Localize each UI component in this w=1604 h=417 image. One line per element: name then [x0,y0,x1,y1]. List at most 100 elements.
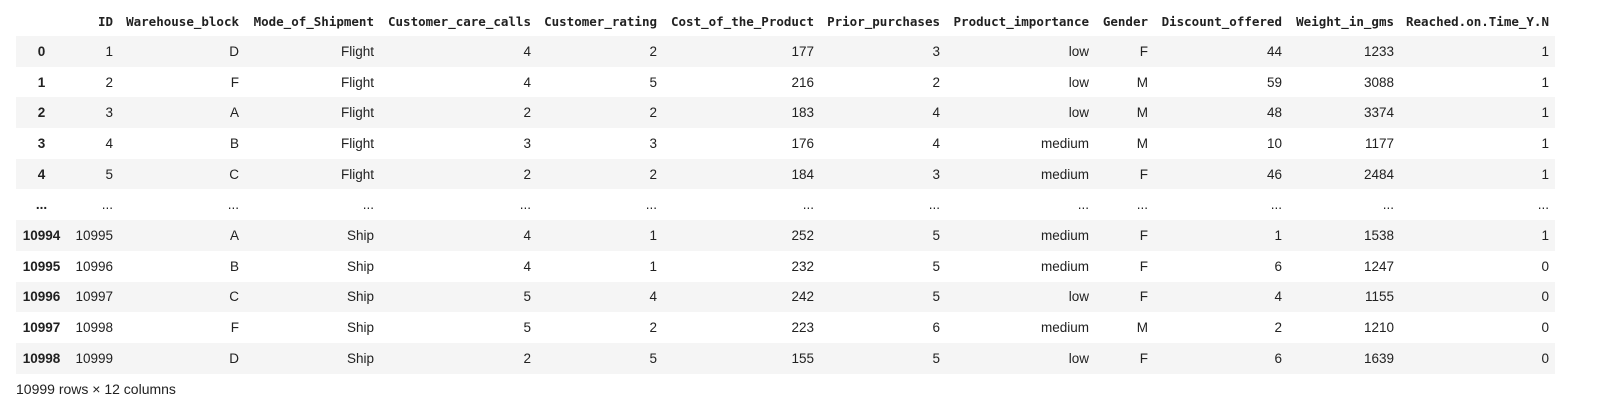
column-header-mode-of-shipment: Mode_of_Shipment [245,8,380,36]
cell-product-importance: low [1068,350,1089,366]
cell-prior-purchases: 5 [932,258,940,274]
cell-weight-in-gms: ... [1382,197,1394,213]
cell-customer-rating: 2 [649,320,657,336]
cell-weight-in-gms: 1155 [1364,289,1394,305]
cell-customer-care-calls: 2 [523,105,531,121]
cell-product-importance: medium [1040,258,1089,274]
cell-warehouse-block: D [229,43,239,59]
table-row: 10998 10999 D Ship 2 5 155 5 low F 6 1639 0 [16,342,1555,374]
cell-warehouse-block: B [229,258,239,274]
cell-gender: M [1136,74,1148,90]
cell-weight-in-gms: 1538 [1363,227,1394,243]
column-header-discount-offered: Discount_offered [1154,8,1288,36]
cell-id: 2 [105,74,113,90]
cell-discount-offered: 59 [1266,74,1282,90]
table-row: 10997 10998 F Ship 5 2 223 6 medium M 2 1210 0 [16,312,1555,343]
cell-cost-of-the-product: 183 [791,105,814,121]
cell-prior-purchases: 5 [932,227,940,243]
table-row: 10994 10995 A Ship 4 1 252 5 medium F 1 1538 1 [16,220,1555,251]
cell-cost-of-the-product: 176 [791,135,814,151]
cell-cost-of-the-product: 184 [791,166,814,182]
cell-customer-care-calls: 5 [523,289,531,305]
cell-warehouse-block: D [229,350,239,366]
cell-customer-rating: 4 [649,289,657,305]
cell-customer-care-calls: 4 [523,227,531,243]
cell-customer-rating: 1 [649,227,657,243]
cell-customer-rating: ... [645,197,657,213]
cell-cost-of-the-product: ... [802,197,814,213]
cell-prior-purchases: ... [928,197,940,213]
cell-cost-of-the-product: 223 [791,320,814,336]
cell-discount-offered: 46 [1266,166,1282,182]
cell-warehouse-block: C [229,289,239,305]
cell-mode-of-shipment: ... [362,197,374,213]
cell-customer-care-calls: 2 [523,350,531,366]
cell-id: 10999 [75,350,113,366]
cell-discount-offered: 10 [1266,135,1282,151]
cell-id: 10995 [75,227,113,243]
table-body: 0 1 D Flight 4 2 177 3 low F 44 1233 1 1 2 F Flight 4 5 216… [16,35,1555,374]
row-index: 10994 [22,227,61,243]
cell-weight-in-gms: 3088 [1363,74,1394,90]
cell-discount-offered: 44 [1266,43,1282,59]
dataframe-table: ID Warehouse_block Mode_of_Shipment Cust… [16,8,1555,374]
cell-product-importance: low [1068,289,1089,305]
column-header-reached-on-time: Reached.on.Time_Y.N [1400,8,1555,36]
cell-discount-offered: 2 [1274,320,1282,336]
cell-id: 1 [105,43,113,59]
cell-product-importance: medium [1040,135,1089,151]
row-index: 10998 [22,350,61,366]
row-index: 10995 [22,258,61,274]
cell-warehouse-block: ... [227,197,239,213]
column-header-warehouse-block: Warehouse_block [119,8,245,36]
cell-prior-purchases: 4 [932,135,940,151]
table-row: 3 4 B Flight 3 3 176 4 medium M 10 1177 1 [16,128,1555,159]
cell-warehouse-block: F [230,74,239,90]
cell-customer-rating: 2 [649,105,657,121]
dataframe-output: ID Warehouse_block Mode_of_Shipment Cust… [16,8,1555,374]
cell-customer-rating: 2 [649,43,657,59]
cell-gender: F [1139,227,1148,243]
cell-customer-care-calls: 5 [523,320,531,336]
table-row: 2 3 A Flight 2 2 183 4 low M 48 3374 1 [16,97,1555,129]
cell-customer-rating: 5 [649,350,657,366]
cell-id: 3 [105,105,113,121]
cell-product-importance: low [1068,43,1089,59]
cell-customer-care-calls: 4 [523,258,531,274]
cell-reached-on-time: 1 [1541,135,1549,151]
cell-prior-purchases: 3 [932,43,940,59]
cell-weight-in-gms: 1233 [1363,43,1394,59]
cell-id: 10996 [75,258,113,274]
row-index: 10997 [22,320,61,336]
cell-weight-in-gms: 1639 [1363,350,1394,366]
cell-id: 10997 [75,289,113,305]
cell-id: 10998 [75,320,113,336]
cell-product-importance: medium [1040,320,1089,336]
cell-product-importance: low [1068,105,1089,121]
cell-mode-of-shipment: Flight [340,166,374,182]
cell-id: 4 [105,135,113,151]
cell-prior-purchases: 5 [932,350,940,366]
cell-reached-on-time: 0 [1541,350,1549,366]
column-header-customer-rating: Customer_rating [537,8,663,36]
row-index: 4 [37,166,46,182]
cell-reached-on-time: 1 [1541,227,1549,243]
cell-warehouse-block: B [229,135,239,151]
cell-gender: M [1136,135,1148,151]
cell-customer-care-calls: 4 [523,43,531,59]
table-header: ID Warehouse_block Mode_of_Shipment Cust… [16,8,1555,36]
column-header-product-importance: Product_importance [946,8,1095,36]
cell-discount-offered: ... [1270,197,1282,213]
column-header-weight-in-gms: Weight_in_gms [1288,8,1400,36]
cell-mode-of-shipment: Flight [340,105,374,121]
cell-discount-offered: 48 [1266,105,1282,121]
cell-customer-care-calls: 3 [523,135,531,151]
cell-product-importance: ... [1077,197,1089,213]
cell-mode-of-shipment: Ship [346,227,374,243]
cell-reached-on-time: 0 [1541,289,1549,305]
cell-product-importance: low [1068,74,1089,90]
cell-reached-on-time: 0 [1541,258,1549,274]
row-index: 1 [37,74,46,90]
cell-prior-purchases: 5 [932,289,940,305]
cell-customer-care-calls: 2 [523,166,531,182]
